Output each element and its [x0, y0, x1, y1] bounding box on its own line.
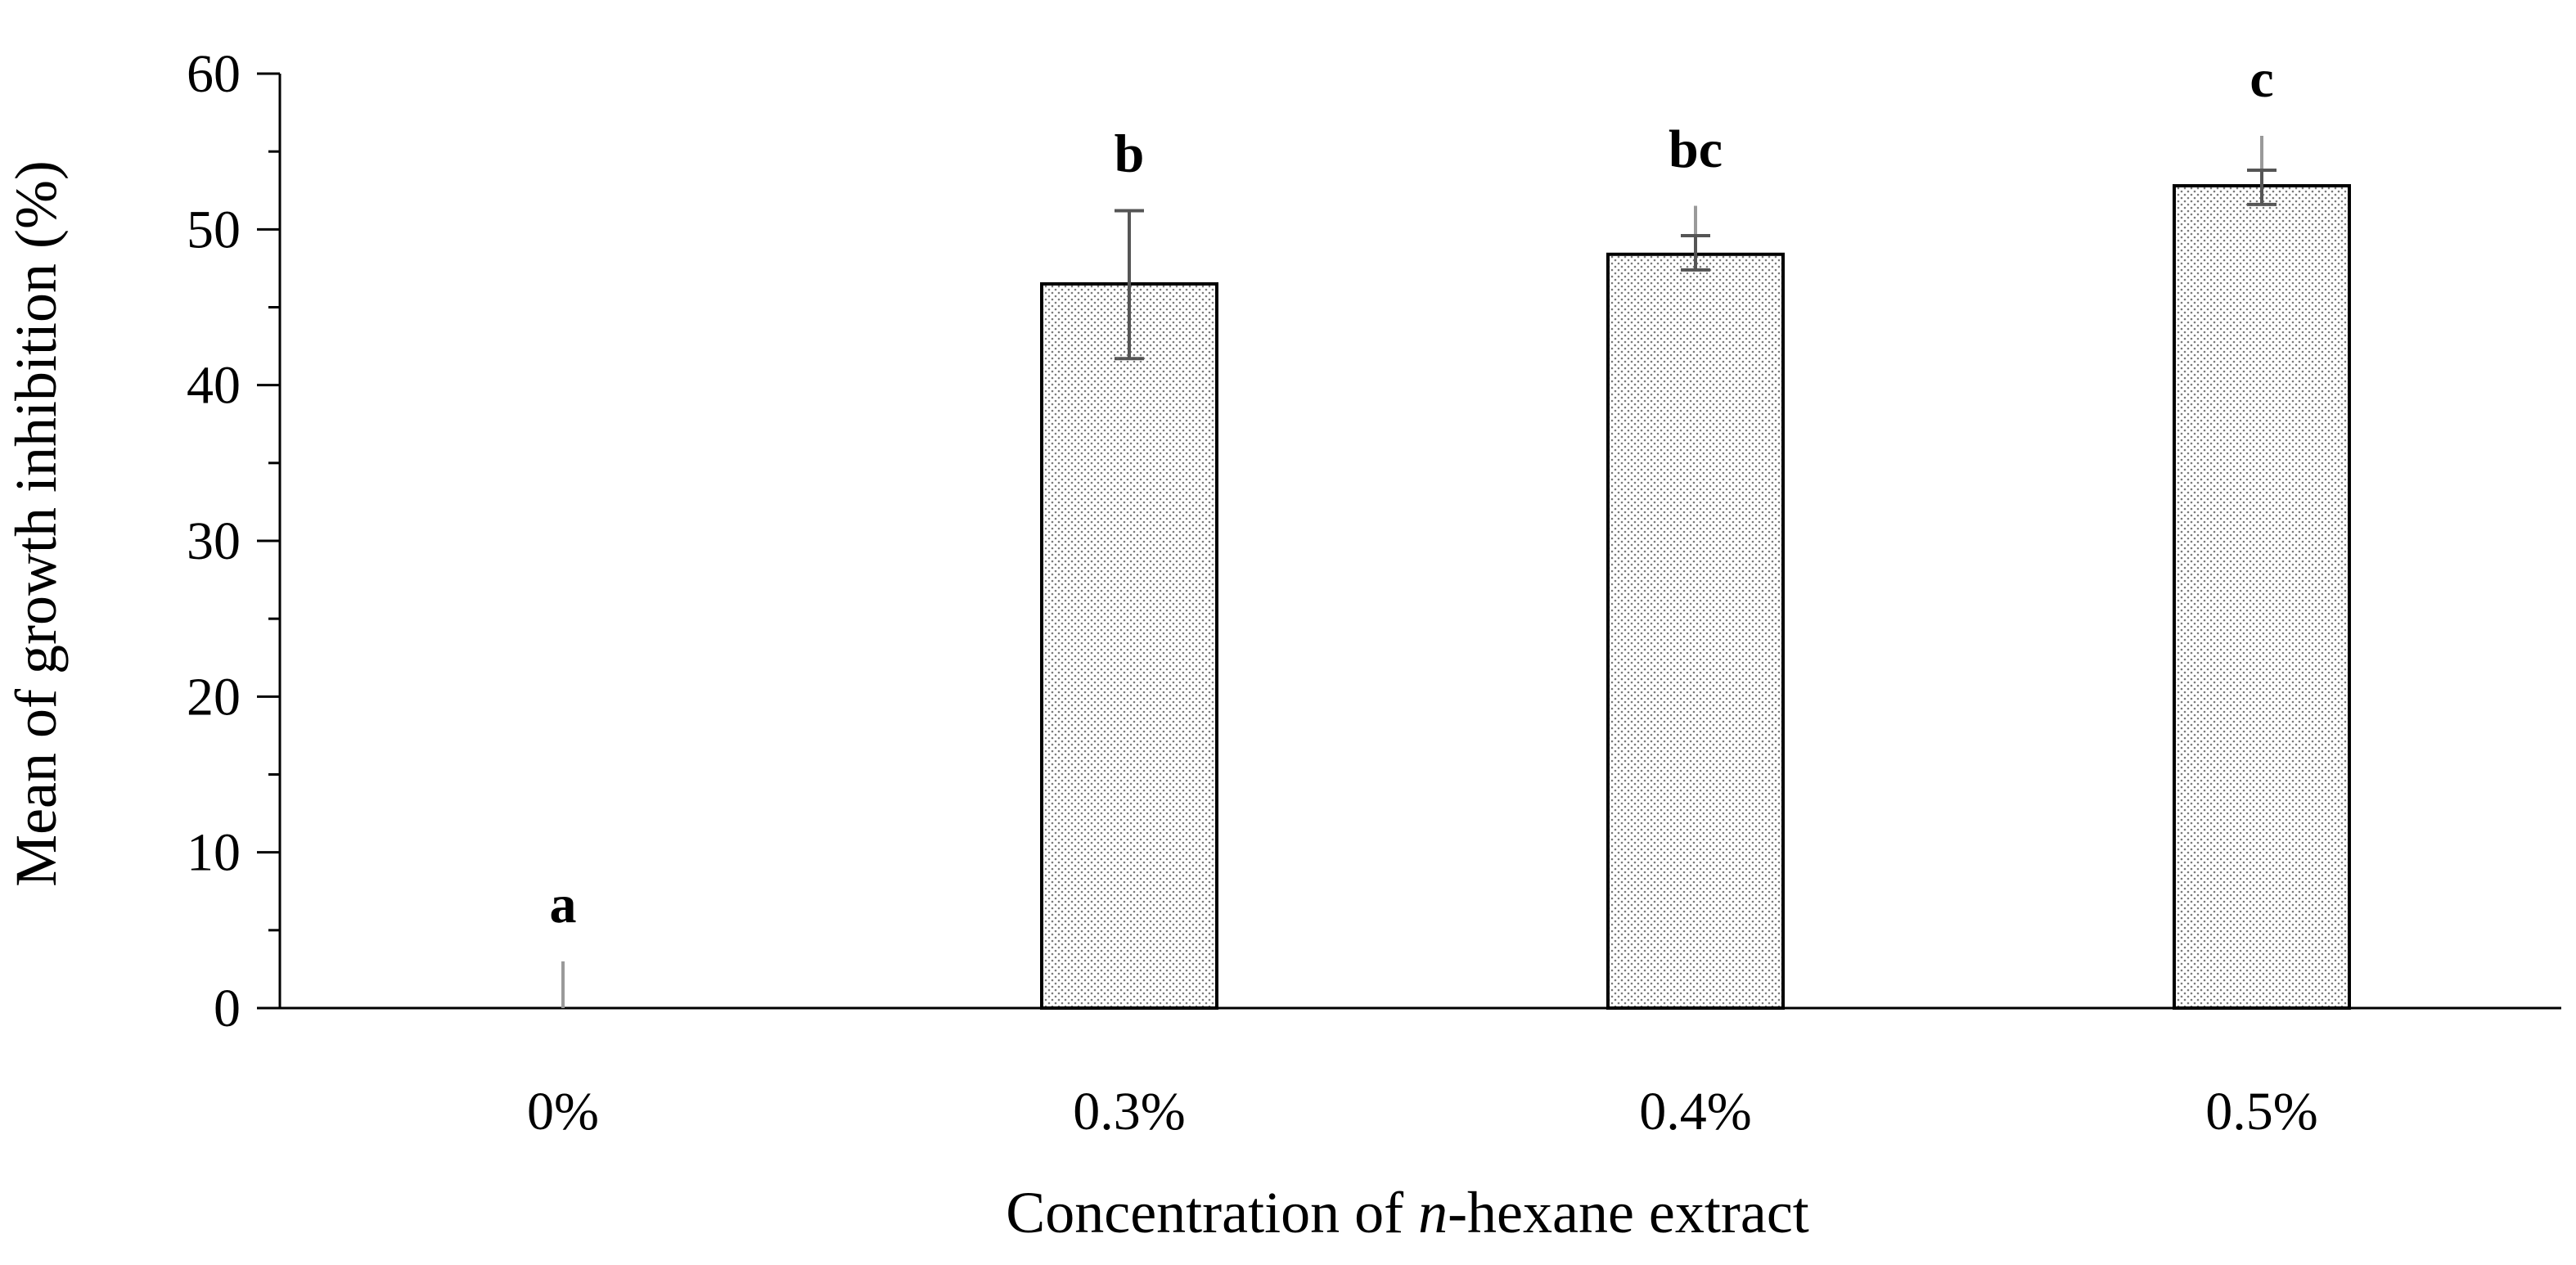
x-axis-title-part-1: Concentration of — [1006, 1180, 1418, 1245]
significance-label-2: b — [1115, 124, 1145, 183]
x-axis-title: Concentration of n-hexane extract — [1006, 1180, 1809, 1245]
bar-3 — [1606, 252, 1785, 1010]
x-tick-label: 0.5% — [2205, 1082, 2317, 1141]
y-tick-label: 60 — [187, 44, 241, 104]
y-axis-title: Mean of growth inhibition (%) — [3, 160, 69, 887]
y-tick-label: 40 — [187, 356, 241, 416]
bar-2 — [1040, 281, 1218, 1010]
x-axis-title-part-2: -hexane extract — [1448, 1180, 1809, 1245]
significance-label-4: c — [2249, 49, 2273, 109]
x-tick-label: 0.3% — [1073, 1082, 1185, 1141]
y-tick-label: 50 — [187, 200, 241, 259]
significance-label-1: a — [550, 875, 577, 934]
x-axis-title-italic-part: n — [1418, 1180, 1448, 1245]
y-tick-label: 20 — [187, 667, 241, 727]
y-tick-label: 30 — [187, 511, 241, 571]
plot-area: 0 10 20 30 40 50 60 a 0% b 0.3% bc 0.4% c 0.5% — [187, 44, 2561, 1141]
bar-4 — [2173, 184, 2351, 1011]
y-tick-label: 0 — [214, 979, 241, 1038]
significance-label-3: bc — [1669, 119, 1723, 179]
x-tick-label: 0.4% — [1639, 1082, 1751, 1141]
y-tick-label: 10 — [187, 823, 241, 883]
x-tick-label: 0% — [527, 1082, 599, 1141]
